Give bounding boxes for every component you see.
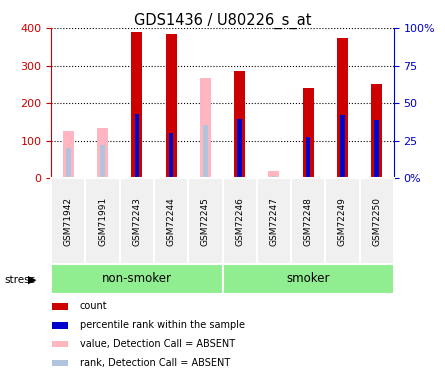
Bar (51, 178, 85, 264)
Bar (66, 148, 71, 178)
Text: GSM71942: GSM71942 (64, 197, 73, 246)
Text: GSM71991: GSM71991 (98, 196, 107, 246)
Text: GSM72247: GSM72247 (269, 197, 279, 246)
Bar (154, 178, 188, 264)
Bar (53, 341, 68, 347)
Bar (291, 178, 325, 264)
Bar (85, 178, 120, 264)
Bar (371, 84, 382, 178)
Text: GSM72248: GSM72248 (303, 197, 313, 246)
Text: percentile rank within the sample: percentile rank within the sample (80, 320, 245, 330)
Bar (222, 264, 394, 294)
Bar (53, 303, 68, 310)
Bar (131, 32, 142, 178)
Text: count: count (80, 302, 107, 312)
Bar (134, 114, 139, 178)
Bar (222, 178, 257, 264)
Bar (337, 38, 348, 178)
Bar (360, 178, 394, 264)
Bar (257, 178, 291, 264)
Bar (166, 34, 177, 178)
Bar (306, 137, 311, 178)
Text: GSM72246: GSM72246 (235, 197, 244, 246)
Bar (63, 131, 74, 178)
Text: GSM72243: GSM72243 (132, 197, 142, 246)
Bar (325, 178, 360, 264)
Bar (271, 176, 276, 178)
Text: rank, Detection Call = ABSENT: rank, Detection Call = ABSENT (80, 358, 230, 368)
Bar (188, 178, 222, 264)
Bar (200, 78, 211, 178)
Text: GSM72245: GSM72245 (201, 197, 210, 246)
Bar (237, 119, 242, 178)
Bar (374, 120, 379, 178)
Text: ▶: ▶ (28, 275, 37, 285)
Bar (340, 115, 345, 178)
Bar (51, 264, 223, 294)
Bar (268, 171, 279, 178)
Text: non-smoker: non-smoker (102, 273, 172, 285)
Bar (100, 145, 105, 178)
Text: GSM72244: GSM72244 (166, 197, 176, 246)
Bar (203, 124, 208, 178)
Bar (53, 360, 68, 366)
Bar (303, 88, 314, 178)
Text: value, Detection Call = ABSENT: value, Detection Call = ABSENT (80, 339, 235, 349)
Text: stress: stress (4, 275, 36, 285)
Text: GSM72249: GSM72249 (338, 197, 347, 246)
Bar (97, 128, 108, 178)
Text: GDS1436 / U80226_s_at: GDS1436 / U80226_s_at (134, 13, 311, 29)
Bar (120, 178, 154, 264)
Text: smoker: smoker (287, 273, 330, 285)
Bar (169, 133, 174, 178)
Bar (53, 322, 68, 328)
Text: GSM72250: GSM72250 (372, 197, 381, 246)
Bar (234, 71, 245, 178)
